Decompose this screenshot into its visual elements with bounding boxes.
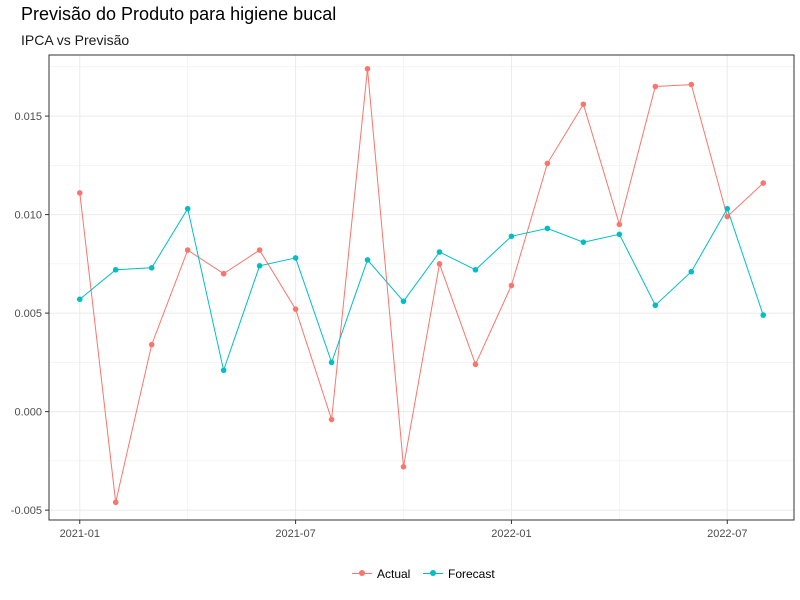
data-point-forecast	[76, 296, 83, 303]
series-line-actual	[79, 68, 764, 503]
data-point-forecast	[220, 367, 227, 374]
data-point-forecast	[256, 263, 263, 269]
chart-subtitle: IPCA vs Previsão	[21, 32, 130, 48]
data-point-forecast	[436, 249, 443, 255]
chart-title: Previsão do Produto para higiene bucal	[21, 4, 337, 24]
x-tick-label: 2022-07	[707, 528, 747, 540]
data-point-actual	[472, 361, 479, 368]
data-point-actual	[256, 247, 263, 253]
data-point-forecast	[616, 231, 623, 238]
data-point-forecast	[364, 257, 371, 263]
series-line-forecast	[79, 207, 764, 373]
y-tick-label: 0.010	[14, 210, 42, 222]
legend-item-forecast: Forecast	[422, 564, 495, 584]
legend-label-forecast: Forecast	[448, 567, 495, 581]
data-point-actual	[220, 270, 227, 277]
line-chart: -0.005 0.000 0.005 0.010 0.015 2021-01 2021-07…	[11, 54, 795, 540]
data-point-actual	[580, 101, 587, 108]
data-point-forecast	[472, 266, 479, 273]
data-point-forecast	[508, 233, 515, 240]
data-point-actual	[364, 65, 371, 72]
y-tick-label: 0.015	[14, 111, 42, 123]
x-tick-label: 2022-01	[491, 528, 531, 540]
y-tick-label: -0.005	[11, 505, 42, 517]
data-point-forecast	[148, 264, 155, 271]
data-point-actual	[544, 160, 551, 167]
axes: -0.005 0.000 0.005 0.010 0.015 2021-01 2021-07…	[11, 111, 748, 540]
data-point-forecast	[724, 205, 731, 212]
data-point-actual	[400, 464, 407, 470]
data-point-actual	[112, 499, 119, 506]
data-point-forecast	[544, 225, 551, 232]
data-point-actual	[616, 221, 623, 228]
data-point-forecast	[328, 359, 335, 366]
data-point-forecast	[760, 312, 767, 318]
data-point-forecast	[688, 268, 695, 275]
data-point-actual	[652, 83, 659, 90]
data-point-forecast	[184, 205, 191, 212]
y-tick-label: 0.000	[14, 407, 42, 419]
data-point-actual	[292, 306, 299, 312]
data-point-actual	[508, 282, 515, 289]
data-point-actual	[688, 81, 695, 88]
data-point-forecast	[112, 266, 119, 273]
x-tick-label: 2021-07	[275, 528, 315, 540]
data-point-forecast	[292, 255, 299, 261]
legend-label-actual: Actual	[377, 567, 411, 581]
data-point-actual	[76, 190, 83, 196]
data-point-actual	[436, 261, 443, 267]
legend-key-forecast	[422, 564, 444, 584]
data-point-forecast	[580, 239, 587, 245]
grid	[49, 55, 794, 520]
data-point-forecast	[400, 298, 407, 305]
data-point-actual	[328, 416, 335, 423]
plot-panel-border	[48, 54, 795, 521]
y-tick-label: 0.005	[14, 308, 42, 320]
legend: Actual Forecast	[0, 564, 800, 584]
data-point-actual	[760, 180, 767, 186]
series	[76, 65, 767, 506]
data-point-actual	[184, 247, 191, 253]
legend-key-actual	[351, 564, 373, 584]
data-point-actual	[148, 341, 155, 348]
x-tick-label: 2021-01	[60, 528, 100, 540]
data-point-actual	[724, 213, 731, 220]
legend-item-actual: Actual	[351, 564, 410, 584]
data-point-forecast	[652, 302, 659, 309]
